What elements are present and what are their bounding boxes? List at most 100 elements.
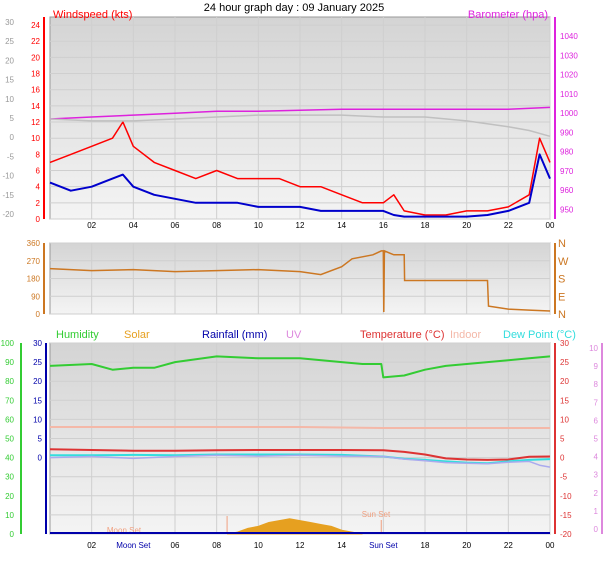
compass-tick-label: N [558,309,566,321]
uv-tick-label: 7 [594,398,599,407]
compass-tick-label: S [558,274,565,286]
hour-tick-label: 04 [129,221,138,230]
barometer-tick-label: 990 [560,128,574,137]
hour-tick-label: 00 [546,541,555,550]
legend-label: Temperature (°C) [360,329,444,341]
windspeed-axis-label: Windspeed (kts) [53,9,132,21]
hour-tick-label: Sun Set [369,541,398,550]
temperature-tick-label: 5 [560,435,565,444]
hour-tick-label: 14 [337,541,346,550]
hour-tick-label: 08 [212,541,221,550]
hour-tick-label: 20 [462,221,471,230]
series-line-barometer_trace [49,114,551,138]
barometer-tick-label: 1020 [560,71,578,80]
hour-tick-label: 22 [504,221,513,230]
hour-tick-label: 00 [546,221,555,230]
humidity-tick-label: 0 [10,530,15,539]
hour-tick-label: Moon Set [116,541,151,550]
rainfall-tick-label: 30 [33,339,42,348]
series-line-windspeed [49,121,551,216]
barometer-tick-label: 1000 [560,109,578,118]
rainfall-tick-label: 20 [33,377,42,386]
uv-tick-label: 4 [594,453,599,462]
windspeed-tick-label: 8 [36,150,41,159]
humidity-tick-label: 30 [5,473,14,482]
rainfall-tick-label: 5 [38,435,43,444]
humidity-tick-label: 60 [5,415,14,424]
windspeed-tick-label: 4 [36,183,41,192]
hour-tick-label: 10 [254,541,263,550]
hour-tick-label: 16 [379,221,388,230]
humidity-tick-label: 10 [5,511,14,520]
windspeed-tick-label: 6 [36,167,41,176]
hour-tick-label: 12 [296,541,305,550]
temperature-tick-label: -20 [2,210,14,219]
windspeed-tick-label: 18 [31,70,40,79]
series-line-temperature [49,448,551,461]
direction-tick-label: 270 [27,257,41,266]
hour-tick-label: 22 [504,541,513,550]
temperature-tick-label: 15 [560,396,569,405]
series-line-indoor [50,426,550,429]
temperature-tick-label: 20 [560,377,569,386]
temperature-tick-label: -5 [7,152,15,161]
series-line-barometer [49,106,551,120]
barometer-tick-label: 970 [560,167,574,176]
hour-tick-label: 18 [421,221,430,230]
hour-tick-label: 14 [337,221,346,230]
temperature-tick-label: 0 [560,454,565,463]
temperature-tick-label: -5 [560,473,568,482]
compass-tick-label: N [558,238,566,250]
windspeed-tick-label: 2 [36,199,41,208]
temperature-tick-label: -15 [560,511,572,520]
hour-tick-label: 18 [421,541,430,550]
legend-label: Humidity [56,329,99,341]
barometer-tick-label: 950 [560,205,574,214]
temperature-tick-label: -20 [560,530,572,539]
hour-tick-label: 02 [87,541,96,550]
series-line-temp_trace [49,454,551,468]
windspeed-tick-label: 16 [31,86,40,95]
hour-tick-label: 02 [87,221,96,230]
barometer-tick-label: 1040 [560,32,578,41]
moon-set-annotation: Moon Set [107,526,142,535]
humidity-tick-label: 80 [5,377,14,386]
temperature-tick-label: 10 [5,95,14,104]
temperature-tick-label: -15 [2,191,14,200]
barometer-axis-label: Barometer (hpa) [468,9,548,21]
windspeed-tick-label: 20 [31,53,40,62]
windspeed-tick-label: 22 [31,37,40,46]
temperature-tick-label: -10 [2,172,14,181]
legend-label: Dew Point (°C) [503,329,576,341]
uv-tick-label: 0 [594,525,599,534]
uv-tick-label: 3 [594,471,599,480]
hour-tick-label: 06 [171,541,180,550]
hour-tick-label: 06 [171,221,180,230]
sun-set-annotation: Sun Set [362,510,391,519]
series-area-solar [227,518,363,535]
direction-tick-label: 360 [27,239,41,248]
legend-label: Rainfall (mm) [202,329,267,341]
compass-tick-label: E [558,291,565,303]
windspeed-tick-label: 0 [36,215,41,224]
humidity-tick-label: 100 [1,339,15,348]
barometer-tick-label: 960 [560,186,574,195]
uv-tick-label: 2 [594,489,599,498]
series-line-windspeed_avg [49,153,551,218]
temperature-tick-label: 10 [560,415,569,424]
windspeed-tick-label: 12 [31,118,40,127]
temperature-tick-label: -10 [560,492,572,501]
compass-tick-label: W [558,256,569,268]
legend-label: Indoor [450,329,482,341]
temperature-tick-label: 20 [5,56,14,65]
rainfall-tick-label: 15 [33,396,42,405]
barometer-tick-label: 1010 [560,90,578,99]
temperature-tick-label: 5 [10,114,15,123]
temperature-tick-label: 25 [5,37,14,46]
rainfall-tick-label: 0 [38,454,43,463]
windspeed-tick-label: 14 [31,102,40,111]
uv-tick-label: 1 [594,507,599,516]
legend-label: Solar [124,329,150,341]
direction-tick-label: 180 [27,275,41,284]
